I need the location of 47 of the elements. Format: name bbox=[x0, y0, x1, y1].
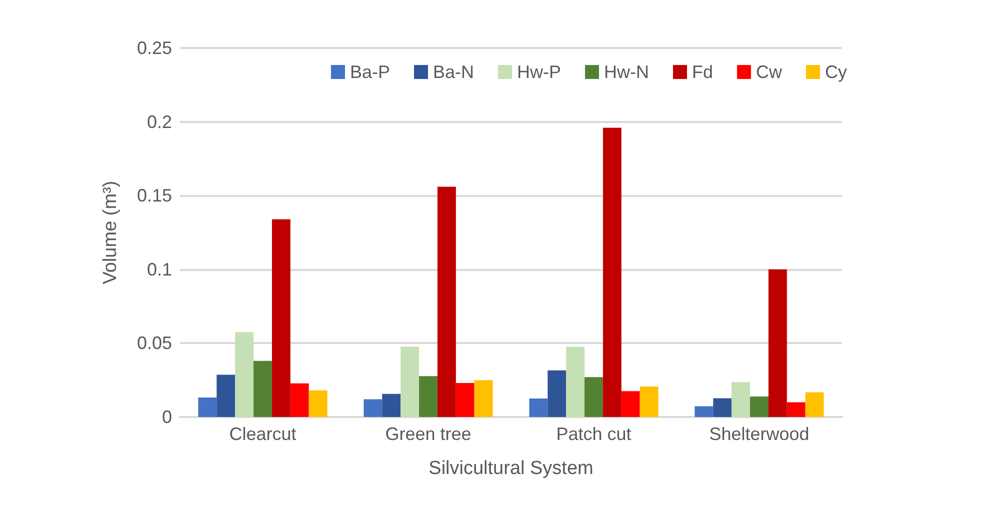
bar bbox=[602, 128, 622, 417]
y-tick-label: 0.25 bbox=[136, 38, 172, 58]
legend-label: Fd bbox=[692, 62, 714, 82]
bar bbox=[364, 399, 382, 417]
y-tick-label: 0 bbox=[162, 407, 172, 427]
bar bbox=[713, 398, 732, 417]
bar bbox=[786, 402, 806, 417]
bar bbox=[732, 382, 750, 417]
legend-label: Cy bbox=[825, 62, 847, 82]
x-tick-label: Shelterwood bbox=[709, 424, 810, 444]
x-tick-label: Clearcut bbox=[229, 424, 296, 444]
bar bbox=[805, 392, 824, 417]
y-tick-label: 0.1 bbox=[146, 259, 172, 280]
bar bbox=[621, 391, 640, 417]
y-tick-label: 0.15 bbox=[136, 186, 172, 206]
bar bbox=[640, 386, 658, 417]
bar bbox=[198, 398, 217, 417]
legend-label: Hw-P bbox=[517, 62, 562, 82]
bar bbox=[400, 346, 420, 417]
bar bbox=[768, 269, 787, 417]
legend-label: Ba-N bbox=[433, 62, 474, 82]
bar bbox=[254, 360, 272, 417]
bar bbox=[584, 377, 603, 417]
bar bbox=[548, 370, 566, 417]
legend-label: Cw bbox=[756, 62, 783, 82]
bar bbox=[474, 380, 493, 417]
bar bbox=[750, 396, 768, 417]
bar bbox=[456, 383, 474, 417]
bar bbox=[437, 186, 456, 417]
bar bbox=[308, 390, 328, 417]
x-tick-label: Green tree bbox=[385, 424, 472, 444]
legend-label: Ba-P bbox=[350, 62, 390, 82]
x-tick-label: Patch cut bbox=[556, 424, 632, 444]
bar bbox=[419, 376, 438, 417]
y-axis-title: Volume (m³) bbox=[100, 180, 121, 284]
bar bbox=[694, 406, 714, 417]
bar bbox=[290, 383, 309, 417]
legend-label: Hw-N bbox=[604, 62, 650, 82]
x-axis-title: Silvicultural System bbox=[428, 458, 594, 479]
bar bbox=[272, 219, 290, 417]
bar bbox=[382, 394, 401, 417]
y-tick-label: 0.2 bbox=[146, 112, 172, 132]
bar bbox=[566, 346, 585, 417]
bar bbox=[235, 332, 254, 417]
y-tick-label: 0.05 bbox=[136, 333, 172, 354]
bar bbox=[529, 398, 548, 417]
bar bbox=[216, 374, 236, 417]
